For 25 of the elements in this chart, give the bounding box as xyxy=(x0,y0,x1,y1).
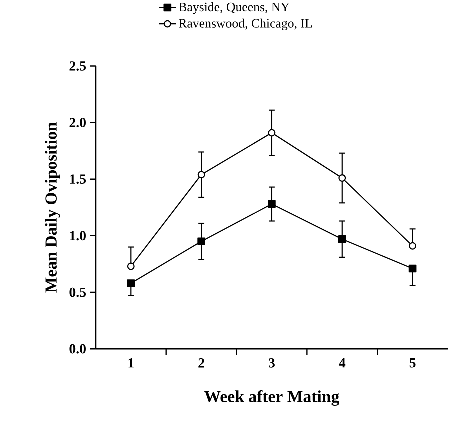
point xyxy=(268,200,276,208)
point xyxy=(127,279,136,288)
point xyxy=(198,171,206,178)
y-tick-label: 1.0 xyxy=(70,231,86,241)
x-tick-label: 5 xyxy=(410,358,416,368)
y-tick-label: 2.5 xyxy=(70,61,86,71)
point xyxy=(408,264,417,273)
point xyxy=(268,129,276,137)
point xyxy=(127,262,135,270)
y-tick-label: 0.5 xyxy=(70,288,86,298)
y-tick-label: 1.5 xyxy=(70,174,86,184)
x-tick-label: 3 xyxy=(269,358,275,368)
y-axis-title: Mean Daily Oviposition xyxy=(45,122,60,293)
x-tick-label: 4 xyxy=(339,358,346,368)
legend-label: Ravenswood, Chicago, IL xyxy=(178,18,312,30)
point xyxy=(338,174,346,182)
y-tick-label: 2.0 xyxy=(70,118,86,128)
point xyxy=(338,235,346,244)
point xyxy=(198,238,206,246)
x-tick-label: 1 xyxy=(128,358,134,368)
point xyxy=(409,242,417,250)
y-tick-label: 0.0 xyxy=(70,344,86,354)
x-tick-label: 2 xyxy=(198,358,204,368)
legend-label: Bayside, Queens, NY xyxy=(178,2,290,14)
x-axis-title: Week after Mating xyxy=(204,390,340,406)
